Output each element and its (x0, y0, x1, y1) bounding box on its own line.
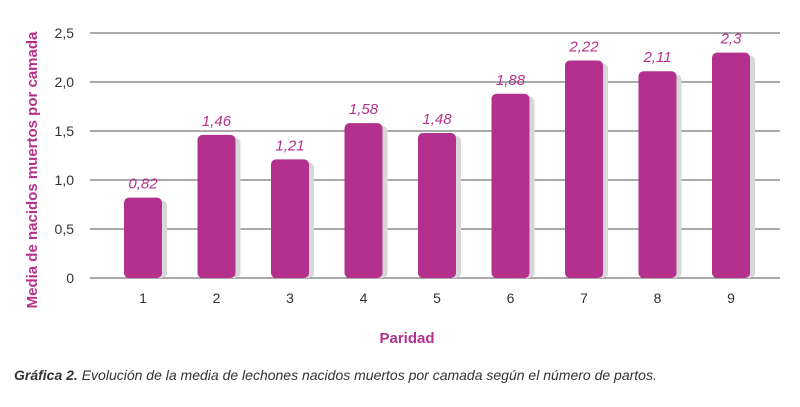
data-label: 1,58 (349, 101, 379, 118)
bar (271, 159, 309, 278)
bar-chart: 0 0,5 1,0 1,5 2,0 2,5 0,82 1,46 1,21 1,58 1,48 1,8… (24, 25, 780, 347)
data-label: 2,3 (720, 31, 743, 48)
y-tick-label: 2,0 (55, 74, 75, 90)
y-tick-label: 0,5 (55, 221, 75, 237)
y-axis-ticks: 0 0,5 1,0 1,5 2,0 2,5 (55, 25, 75, 286)
x-tick-label: 7 (580, 290, 588, 306)
y-tick-label: 1,0 (55, 172, 75, 188)
data-label: 1,46 (202, 113, 232, 130)
bar (491, 93, 530, 278)
x-tick-label: 3 (286, 290, 294, 306)
bar (418, 132, 456, 278)
data-label: 1,21 (275, 137, 304, 154)
data-label: 1,88 (496, 72, 526, 89)
data-label: 0,82 (128, 176, 158, 193)
bar (712, 52, 750, 278)
bar (124, 197, 162, 278)
x-tick-label: 2 (213, 290, 221, 306)
x-tick-label: 5 (433, 290, 441, 306)
x-tick-label: 8 (654, 290, 662, 306)
y-tick-label: 1,5 (55, 123, 75, 139)
x-tick-label: 4 (360, 290, 368, 306)
bar (344, 123, 383, 278)
x-tick-label: 1 (139, 290, 147, 306)
data-label: 1,48 (422, 111, 452, 128)
y-axis-label: Media de nacidos muertos por camada (24, 31, 41, 308)
caption-text: Evolución de la media de lechones nacido… (77, 367, 657, 383)
x-tick-label: 9 (727, 290, 735, 306)
bar (197, 134, 236, 278)
bar (638, 71, 677, 278)
y-tick-label: 0 (66, 270, 74, 286)
figure-caption: Gráfica 2. Evolución de la media de lech… (14, 367, 657, 383)
caption-label: Gráfica 2. (14, 367, 78, 383)
data-label: 2,11 (642, 49, 671, 66)
bars: 0,82 1,46 1,21 1,58 1,48 1,88 2,22 2,11 2,3 (124, 31, 755, 278)
x-axis-label: Paridad (379, 330, 434, 347)
bar (565, 60, 603, 278)
x-tick-label: 6 (507, 290, 515, 306)
y-tick-label: 2,5 (55, 25, 75, 41)
data-label: 2,22 (568, 38, 599, 55)
x-axis-ticks: 1 2 3 4 5 6 7 8 9 (139, 290, 735, 306)
